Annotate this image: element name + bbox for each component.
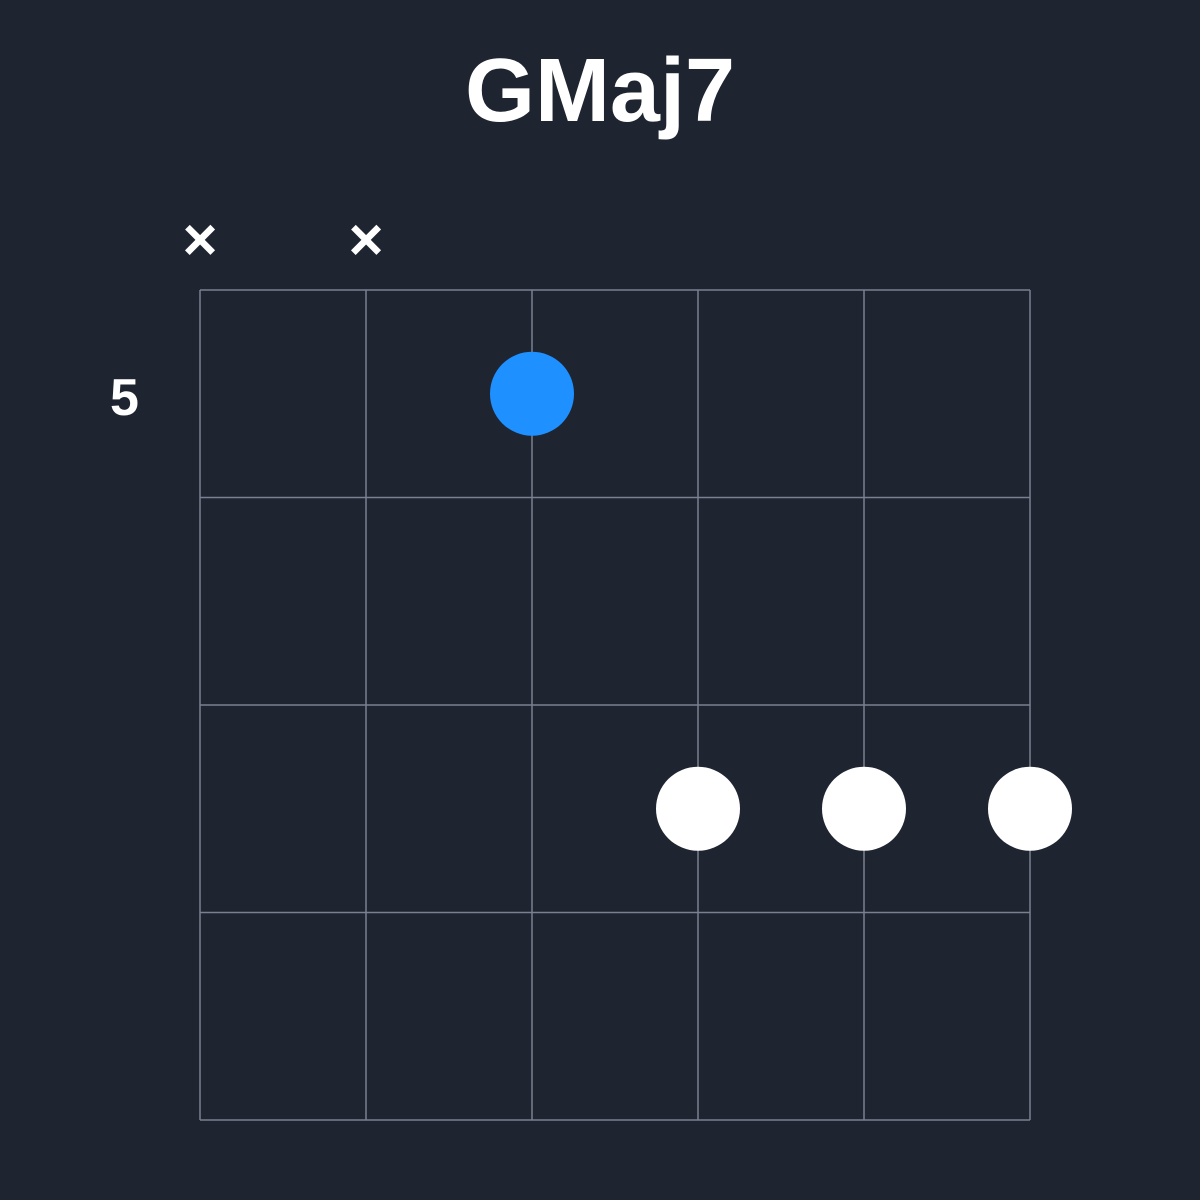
- starting-fret-label: 5: [110, 368, 139, 428]
- mute-marker: ×: [348, 210, 383, 270]
- finger-dot: [822, 767, 906, 851]
- finger-dot: [988, 767, 1072, 851]
- mute-marker: ×: [182, 210, 217, 270]
- chord-title: GMaj7: [0, 40, 1200, 143]
- root-note-dot: [490, 352, 574, 436]
- finger-dot: [656, 767, 740, 851]
- fretboard-grid: [150, 240, 1080, 1170]
